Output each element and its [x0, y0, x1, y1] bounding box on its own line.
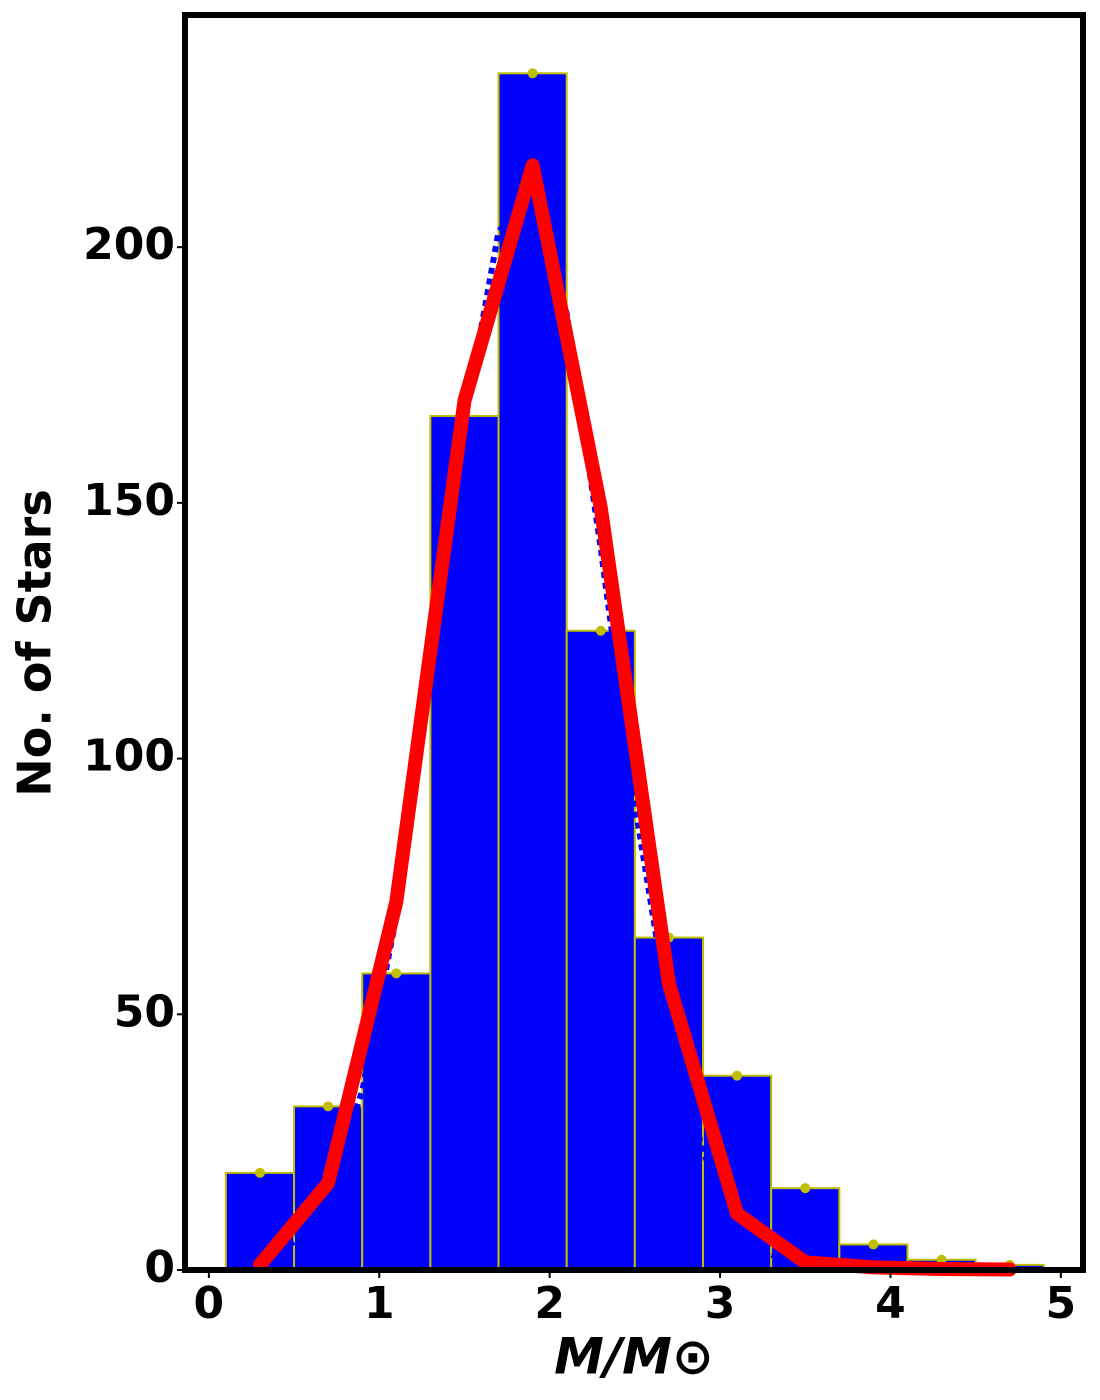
bin-marker — [527, 68, 538, 79]
x-tick-label: 5 — [1046, 1278, 1077, 1329]
y-tick-label: 200 — [83, 219, 175, 270]
bin-marker — [254, 1167, 265, 1178]
fit-line — [258, 187, 807, 1268]
y-axis-label: No. of Stars — [8, 489, 62, 796]
bin-marker — [800, 1183, 811, 1194]
x-tick-label: 4 — [875, 1278, 906, 1329]
plot-frame — [182, 12, 1086, 1273]
bin-marker — [595, 625, 606, 636]
y-tick-label: 100 — [83, 731, 175, 782]
bin-marker — [732, 1070, 743, 1081]
x-tick-label: 3 — [705, 1278, 736, 1329]
bin-marker — [868, 1239, 879, 1250]
x-tick-label: 0 — [194, 1278, 225, 1329]
bin-marker — [391, 968, 402, 979]
bin-marker — [323, 1101, 334, 1112]
x-tick-label: 1 — [364, 1278, 395, 1329]
bar — [224, 1171, 296, 1272]
y-tick-label: 50 — [114, 986, 175, 1037]
x-axis-label: M/M⊙ — [554, 1328, 714, 1386]
x-tick-label: 2 — [534, 1278, 565, 1329]
y-tick-label: 0 — [144, 1242, 175, 1293]
bar — [702, 1074, 773, 1271]
y-tick-label: 150 — [83, 475, 175, 526]
